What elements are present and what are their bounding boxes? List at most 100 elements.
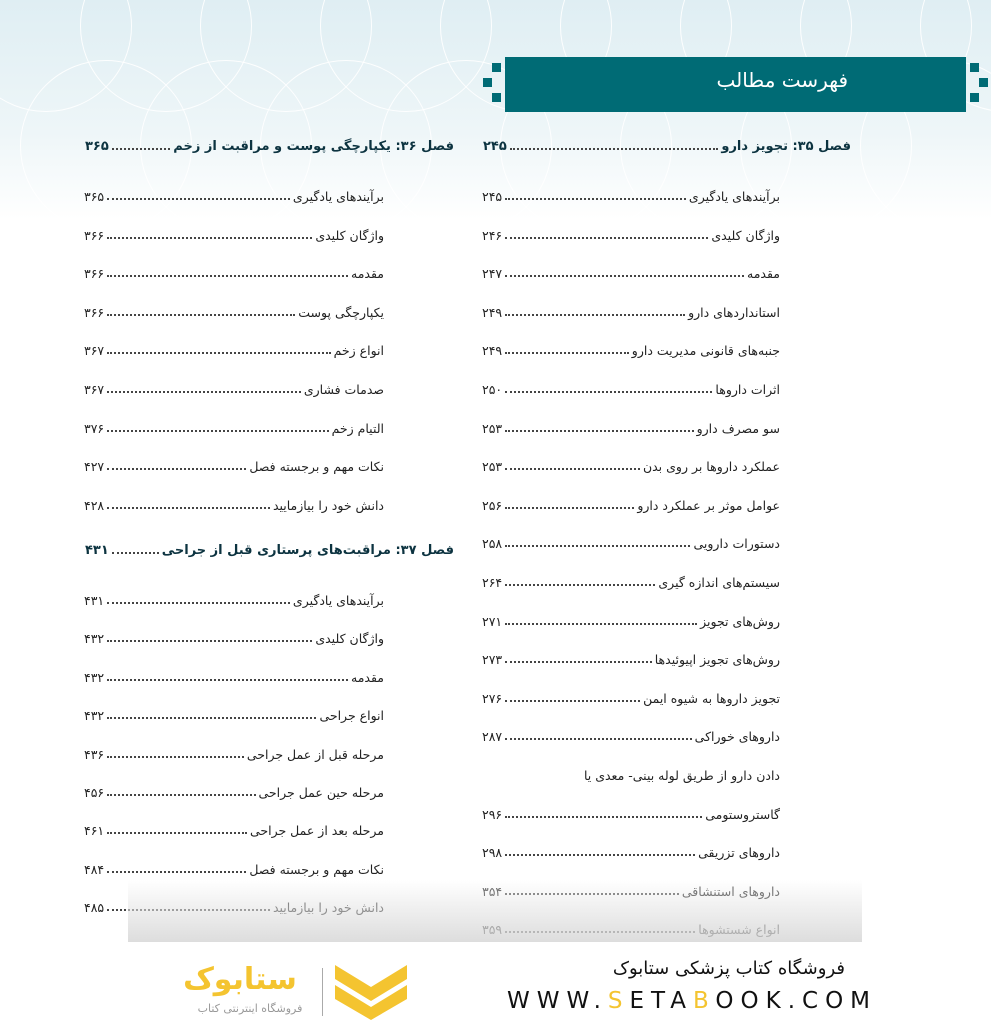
toc-entry[interactable]: دانش خود را بیازمایید ۴۲۸ [84,493,384,513]
toc-entry[interactable]: استانداردهای دارو ۲۴۹ [482,300,780,320]
dot-leader [107,391,301,393]
ornament [492,93,501,102]
toc-entry[interactable]: دادن دارو از طریق لوله بینی- معدی یا [482,763,780,783]
dot-leader [505,236,709,239]
dot-leader [505,854,696,857]
entry-title: اثرات داروها [715,382,780,397]
ornament [492,63,501,72]
dot-leader [505,738,692,741]
title-banner: فهرست مطالب [505,57,966,112]
toc-entry[interactable]: عملکرد داروها بر روی بدن ۲۵۳ [482,454,780,474]
page-number: ۴۸۵ [84,900,105,916]
page-number: ۳۶۵ [85,139,109,154]
dot-leader [505,198,686,200]
toc-entry[interactable]: داروهای تزریقی ۲۹۸ [482,840,780,860]
page-number: ۴۵۶ [84,785,105,800]
page-number: ۲۸۷ [482,729,503,745]
page-number: ۲۷۶ [482,690,503,706]
dot-leader [509,148,719,150]
page-number: ۳۷۶ [84,420,105,436]
chapter-heading[interactable]: فصل ۳۵: تجویز دارو ۲۴۵ [483,134,851,154]
dot-leader [107,236,313,239]
page-number: ۲۶۴ [482,575,503,590]
toc-entry[interactable]: یکپارچگی پوست ۳۶۶ [84,300,384,320]
dot-leader [111,552,159,554]
toc-entry[interactable]: عوامل موثر بر عملکرد دارو ۲۵۶ [482,493,780,513]
entry-title: استانداردهای دارو [688,304,780,320]
toc-entry[interactable]: التیام زخم ۳۷۶ [84,416,384,436]
page-number: ۲۴۹ [482,343,503,359]
scan-shadow [128,880,862,942]
logo-subtitle: فروشگاه اینترنتی کتاب [197,1002,303,1015]
toc-entry[interactable]: مرحله بعد از عمل جراحی ۴۶۱ [84,818,384,838]
toc-entry[interactable]: مقدمه ۴۳۲ [84,665,384,685]
toc-entry[interactable]: واژگان کلیدی ۲۴۶ [482,223,780,243]
page-number: ۳۶۷ [84,382,105,397]
chapter-heading[interactable]: فصل ۳۶: یکپارچگی پوست و مراقبت از زخم ۳۶۵ [85,134,454,154]
entry-title: عملکرد داروها بر روی بدن [642,459,780,475]
entry-title: فصل ۳۵: تجویز دارو [721,139,851,154]
toc-entry[interactable]: نکات مهم و برجسته فصل ۴۸۴ [84,857,384,877]
page-number: ۴۳۱ [84,593,105,608]
page-number: ۴۳۲ [84,708,105,724]
toc-entry[interactable]: برآیندهای یادگیری ۴۳۱ [84,588,384,608]
toc-entry[interactable]: داروهای خوراکی ۲۸۷ [482,724,780,744]
page-number: ۳۶۶ [84,304,105,320]
entry-title: برآیندهای یادگیری [292,593,384,608]
dot-leader [107,602,290,604]
toc-entry[interactable]: نکات مهم و برجسته فصل ۴۲۷ [84,454,384,474]
dot-leader [505,815,703,818]
entry-title: واژگان کلیدی [315,227,384,243]
entry-title: واژگان کلیدی [315,631,384,647]
page-number: ۴۳۲ [84,631,105,647]
chapter-heading[interactable]: فصل ۳۷: مراقبت‌های پرستاری قبل از جراحی ۴… [85,538,454,558]
entry-title: مرحله حین عمل جراحی [258,785,385,800]
toc-entry[interactable]: مرحله قبل از عمل جراحی ۴۳۶ [84,742,384,762]
dot-leader [107,678,349,681]
toc-entry[interactable]: روش‌های تجویز اپیوئیدها ۲۷۳ [482,647,780,667]
ornament [483,78,492,87]
dot-leader [505,313,686,316]
page-number: ۴۳۶ [84,746,105,762]
entry-title: عوامل موثر بر عملکرد دارو [637,497,780,513]
toc-entry[interactable]: سیستم‌های اندازه گیری ۲۶۴ [482,570,780,590]
toc-entry[interactable]: جنبه‌های قانونی مدیریت دارو ۲۴۹ [482,338,780,358]
page-number: ۲۵۳ [482,459,503,475]
toc-entry[interactable]: برآیندهای یادگیری ۲۴۵ [482,184,780,204]
dot-leader [107,468,247,471]
page-number: ۳۶۶ [84,266,105,282]
toc-entry[interactable]: روش‌های تجویز ۲۷۱ [482,609,780,629]
toc-entry[interactable]: انواع جراحی ۴۳۲ [84,703,384,723]
dot-leader [505,584,656,586]
toc-entry[interactable]: دستورات دارویی ۲۵۸ [482,531,780,551]
entry-title: داروهای تزریقی [698,845,780,861]
dot-leader [107,717,317,720]
toc-entry[interactable]: صدمات فشاری ۳۶۷ [84,377,384,397]
toc-entry[interactable]: سو مصرف دارو ۲۵۳ [482,416,780,436]
entry-title: التیام زخم [331,420,384,436]
entry-title: صدمات فشاری [303,382,384,397]
toc-entry[interactable]: مرحله حین عمل جراحی ۴۵۶ [84,780,384,800]
dot-leader [107,313,296,316]
toc-entry[interactable]: انواع زخم ۳۶۷ [84,338,384,358]
toc-entry[interactable]: مقدمه ۲۴۷ [482,261,780,281]
dot-leader [107,870,247,873]
dot-leader [505,622,698,625]
entry-title: مقدمه [351,266,384,282]
page-number: ۴۲۸ [84,497,105,513]
toc-entry[interactable]: تجویز داروها به شیوه ایمن ۲۷۶ [482,686,780,706]
dot-leader [505,661,652,664]
page-number: ۲۵۶ [482,497,503,513]
toc-entry[interactable]: واژگان کلیدی ۳۶۶ [84,223,384,243]
toc-entry[interactable]: اثرات داروها ۲۵۰ [482,377,780,397]
dot-leader [505,352,629,355]
page-number: ۴۳۲ [84,669,105,685]
toc-entry[interactable]: گاستروستومی ۲۹۶ [482,802,780,822]
toc-entry[interactable]: برآیندهای یادگیری ۳۶۵ [84,184,384,204]
logo-text: ستابوک [183,962,297,997]
toc-entry[interactable]: مقدمه ۳۶۶ [84,261,384,281]
toc-entry[interactable]: واژگان کلیدی ۴۳۲ [84,626,384,646]
page-number: ۲۹۸ [482,845,503,861]
website-url[interactable]: WWW.SETABOOK.COM [507,988,878,1014]
page-number: ۲۵۳ [482,420,503,436]
